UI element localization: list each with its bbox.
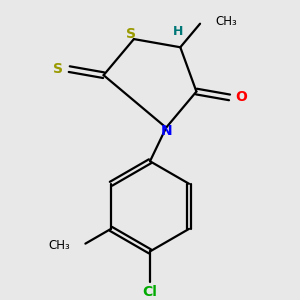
Text: N: N bbox=[160, 124, 172, 138]
Text: CH₃: CH₃ bbox=[48, 239, 70, 252]
Text: S: S bbox=[53, 62, 63, 76]
Text: S: S bbox=[126, 27, 136, 41]
Text: Cl: Cl bbox=[142, 285, 158, 299]
Text: H: H bbox=[173, 25, 183, 38]
Text: CH₃: CH₃ bbox=[216, 15, 237, 28]
Text: O: O bbox=[235, 90, 247, 104]
